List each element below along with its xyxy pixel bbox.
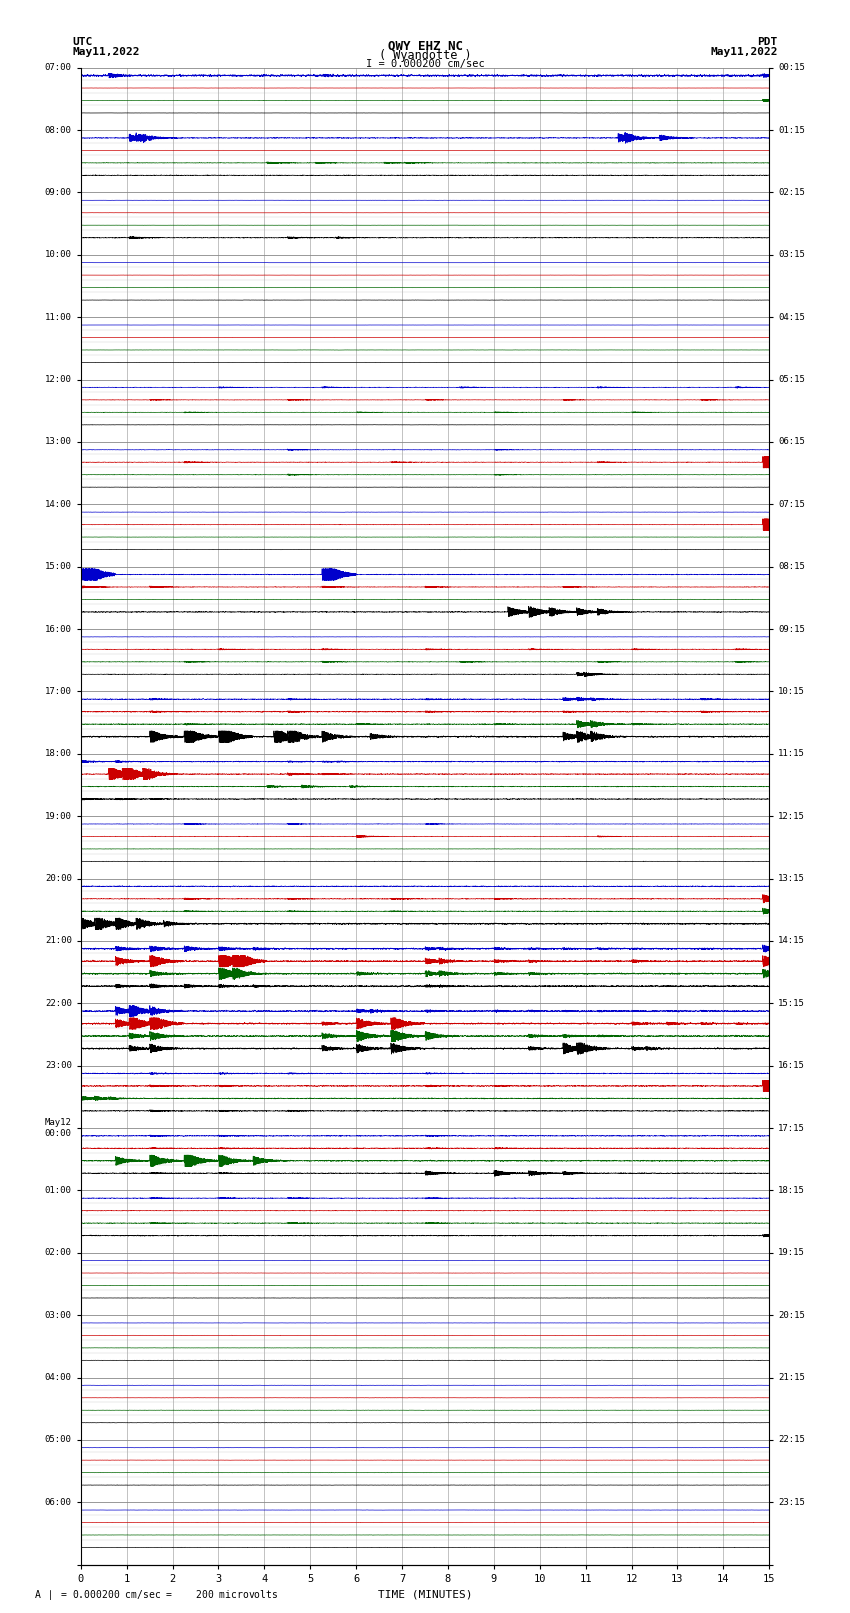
Text: UTC: UTC [72,37,93,47]
X-axis label: TIME (MINUTES): TIME (MINUTES) [377,1589,473,1598]
Text: ( Wyandotte ): ( Wyandotte ) [379,50,471,63]
Text: May11,2022: May11,2022 [711,47,778,56]
Text: QWY EHZ NC: QWY EHZ NC [388,39,462,53]
Text: I = 0.000200 cm/sec: I = 0.000200 cm/sec [366,58,484,69]
Text: May11,2022: May11,2022 [72,47,139,56]
Text: A $\mid$ = 0.000200 cm/sec =    200 microvolts: A $\mid$ = 0.000200 cm/sec = 200 microvo… [34,1587,279,1602]
Text: PDT: PDT [757,37,778,47]
